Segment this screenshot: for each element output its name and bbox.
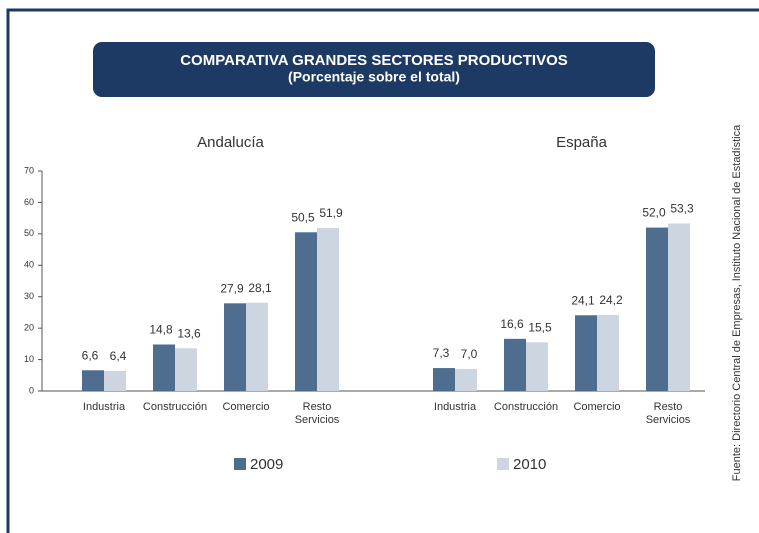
bar — [575, 315, 597, 391]
bar — [246, 302, 268, 391]
frame — [6, 8, 759, 533]
bar — [433, 368, 455, 391]
data-label: 52,0 — [642, 206, 666, 220]
data-label: 51,9 — [319, 206, 343, 220]
chart-subtitle: (Porcentaje sobre el total) — [288, 69, 460, 85]
legend-swatch — [497, 458, 509, 470]
y-tick-label: 70 — [24, 165, 34, 175]
data-label: 14,8 — [149, 323, 173, 337]
chart-title: COMPARATIVA GRANDES SECTORES PRODUCTIVOS — [180, 52, 568, 69]
bar — [526, 342, 548, 391]
x-tick-label: Comercio — [573, 401, 621, 413]
x-tick-label: Industria — [433, 401, 477, 413]
y-tick-label: 10 — [24, 354, 34, 364]
y-tick-label: 60 — [24, 197, 34, 207]
bar — [104, 370, 126, 391]
data-label: 7,3 — [433, 346, 450, 360]
title-box — [93, 42, 655, 97]
y-tick-label: 40 — [24, 260, 34, 270]
x-tick-label: Construcción — [142, 401, 208, 413]
data-label: 7,0 — [461, 347, 478, 361]
x-tick-label: Resto Servicios — [294, 401, 340, 426]
panel-title: Andalucía — [197, 134, 264, 151]
bar — [82, 370, 104, 391]
data-label: 15,5 — [528, 320, 552, 334]
data-label: 50,5 — [291, 210, 315, 224]
bar — [504, 338, 526, 391]
y-tick-label: 50 — [24, 228, 34, 238]
panel-title: España — [556, 134, 608, 151]
data-label: 53,3 — [670, 202, 694, 216]
bar — [317, 227, 339, 391]
source-note: Fuente: Directorio Central de Empresas, … — [731, 124, 743, 481]
data-label: 24,2 — [599, 293, 623, 307]
data-label: 6,6 — [82, 348, 99, 362]
legend-label: 2010 — [513, 456, 546, 473]
bar — [295, 232, 317, 391]
bar — [175, 348, 197, 391]
bar — [668, 223, 690, 391]
legend-label: 2009 — [250, 456, 283, 473]
y-tick-label: 20 — [24, 323, 34, 333]
x-tick-label: Construcción — [493, 401, 559, 413]
data-label: 6,4 — [110, 349, 127, 363]
data-label: 28,1 — [248, 281, 272, 295]
bar — [646, 227, 668, 391]
data-label: 24,1 — [571, 293, 595, 307]
bar — [597, 314, 619, 391]
y-tick-label: 0 — [29, 385, 34, 395]
x-tick-label: Industria — [82, 401, 126, 413]
bar — [153, 344, 175, 391]
x-tick-label: Resto Servicios — [645, 401, 691, 426]
data-label: 27,9 — [220, 281, 244, 295]
bar — [455, 369, 477, 391]
y-tick-label: 30 — [24, 291, 34, 301]
data-label: 16,6 — [500, 317, 524, 331]
bar — [224, 303, 246, 391]
legend-swatch — [234, 458, 246, 470]
x-tick-label: Comercio — [222, 401, 270, 413]
data-label: 13,6 — [177, 326, 201, 340]
